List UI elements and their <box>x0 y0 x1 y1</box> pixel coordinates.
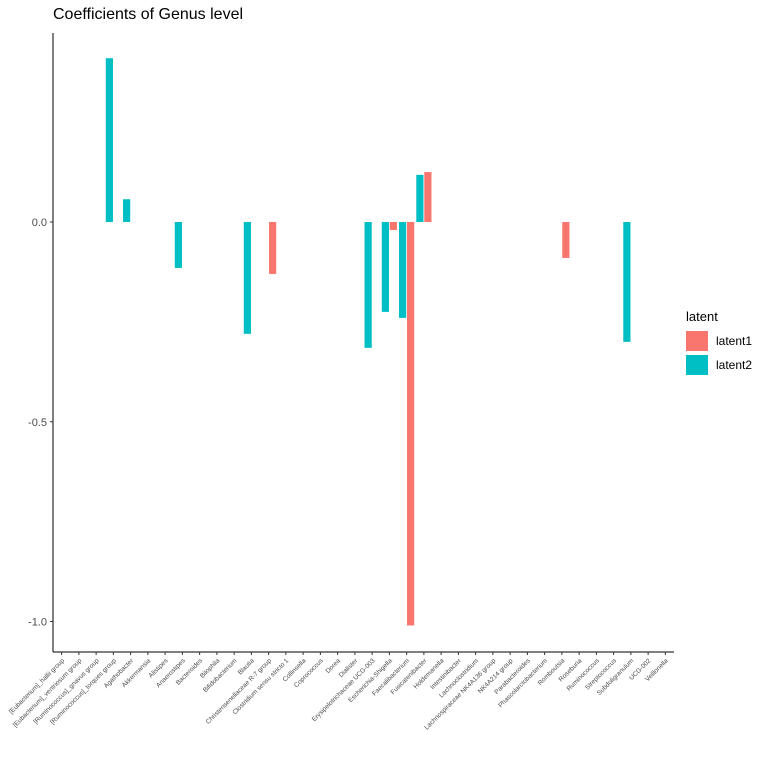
chart-title: Coefficients of Genus level <box>53 6 244 23</box>
bar-latent2 <box>381 222 389 312</box>
x-tick-label: [Ruminococcus]_gnavus group <box>32 657 100 725</box>
y-tick-label: -0.5 <box>28 417 47 429</box>
y-tick-label: 0.0 <box>32 217 47 229</box>
bar-latent1 <box>269 222 277 274</box>
bar-latent2 <box>174 222 182 268</box>
bar-latent2 <box>399 222 407 318</box>
y-axis-ticks: 0.0 -0.5 -1.0 <box>28 217 53 629</box>
bar-latent1 <box>407 222 415 626</box>
legend-key-latent1 <box>686 331 708 351</box>
bar-latent2 <box>243 222 251 334</box>
bar-latent2 <box>105 58 113 222</box>
bar-latent2 <box>416 174 424 222</box>
bars <box>105 58 631 626</box>
legend-item-latent1: latent1 <box>686 330 752 352</box>
bar-latent1 <box>424 172 432 222</box>
axes <box>52 33 674 653</box>
legend-label-latent2: latent2 <box>716 358 753 372</box>
x-axis-ticks: [Eubacterium]_hallii group[Eubacterium]_… <box>8 652 670 731</box>
legend-key-latent2 <box>686 355 708 375</box>
legend-label-latent1: latent1 <box>716 334 753 348</box>
legend: latent latent1 latent2 <box>686 309 752 378</box>
y-tick-label: -1.0 <box>28 617 47 629</box>
bar-latent1 <box>389 222 397 230</box>
bar-latent2 <box>623 222 631 342</box>
bar-latent2 <box>123 199 131 222</box>
legend-title: latent <box>686 309 718 324</box>
bar-latent1 <box>562 222 570 258</box>
bar-latent2 <box>364 222 372 348</box>
x-tick-label: [Eubacterium]_ventriosum group <box>12 657 84 729</box>
legend-item-latent2: latent2 <box>686 354 752 376</box>
